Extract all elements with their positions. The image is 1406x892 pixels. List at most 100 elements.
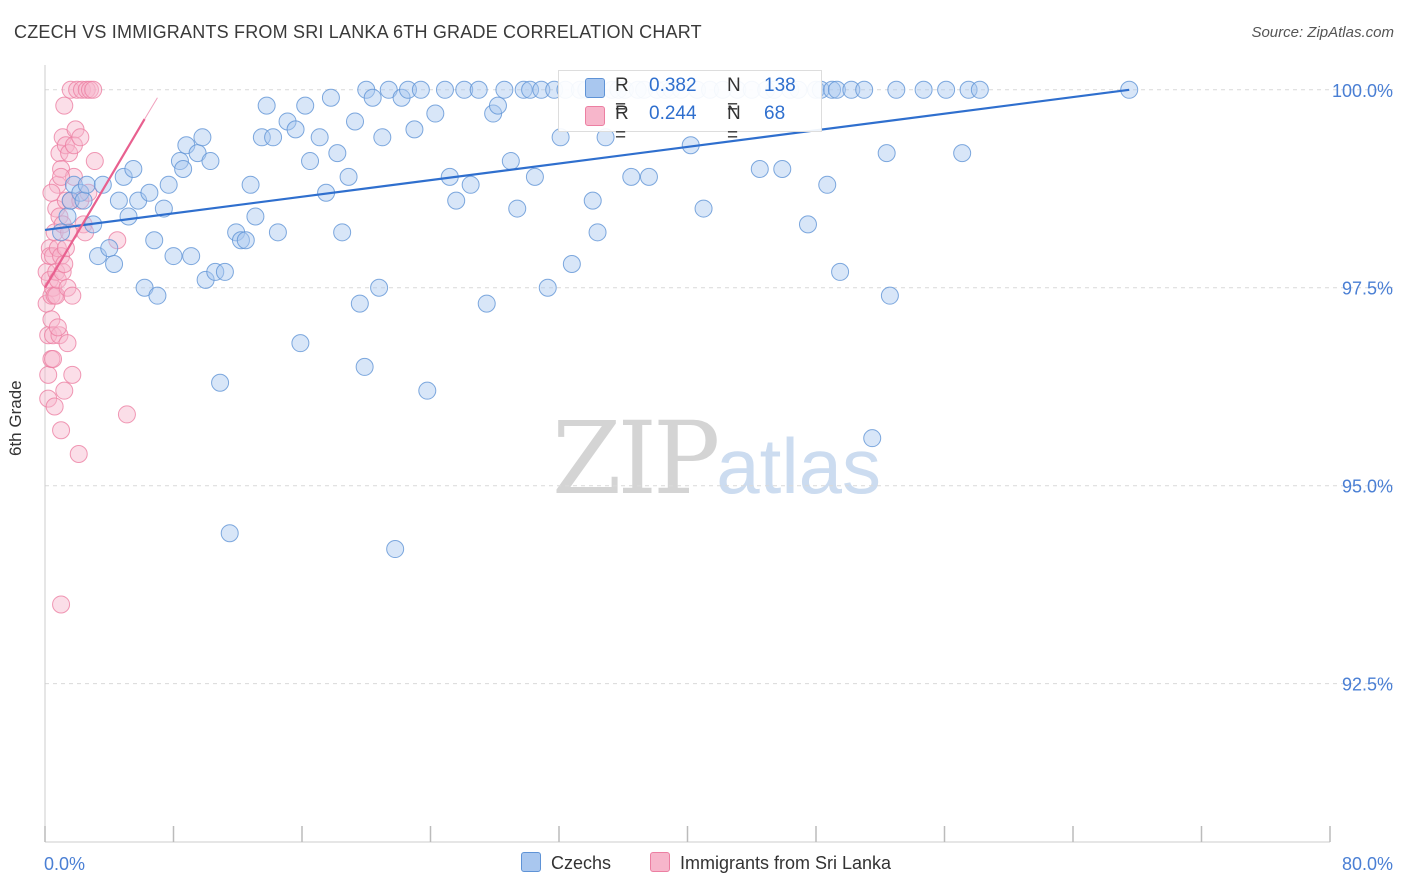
czechs-point [346, 112, 365, 131]
czechs-swatch [585, 78, 605, 98]
bottom-legend-srilanka: Immigrants from Sri Lanka [650, 852, 891, 874]
czechs-point [77, 175, 96, 194]
srilanka-point [85, 152, 104, 171]
czechs-point [418, 381, 437, 400]
czechs-point [863, 429, 882, 448]
legend-r-value: 0.382 [649, 75, 697, 96]
czechs-point [148, 286, 167, 305]
czechs-point [135, 278, 154, 297]
czechs-point [159, 175, 178, 194]
czechs-point [58, 207, 77, 226]
czechs-point [461, 175, 480, 194]
czechs-point [818, 175, 837, 194]
legend-n-label: N = [727, 75, 741, 118]
srilanka-point [55, 96, 74, 115]
bottom-legend-label: Immigrants from Sri Lanka [680, 853, 892, 873]
czechs-point [831, 262, 850, 281]
czechs-point [877, 144, 896, 163]
czechs-point [291, 334, 310, 353]
czechs-point [174, 159, 193, 178]
czechs-point [241, 175, 260, 194]
czechs-point [246, 207, 265, 226]
x-tick-labels: 0.0% 80.0% [44, 854, 1393, 874]
czechs-point [100, 239, 119, 258]
chart-title: CZECH VS IMMIGRANTS FROM SRI LANKA 6TH G… [14, 22, 702, 42]
czechs-point [220, 524, 239, 543]
czechs-point [953, 144, 972, 163]
czechs-trend-line [44, 88, 1130, 232]
srilanka-point [117, 405, 136, 424]
srilanka-swatch [650, 852, 670, 872]
czechs-point [477, 294, 496, 313]
y-tick-label: 97.5% [1342, 279, 1393, 299]
czechs-point [488, 96, 507, 115]
czechs-point [211, 373, 230, 392]
srilanka-point [58, 334, 77, 353]
czechs-point [823, 80, 842, 99]
czechs-point [386, 540, 405, 559]
srilanka-point [42, 183, 61, 202]
czechs-point [532, 80, 551, 99]
czechs-point [321, 88, 340, 107]
bottom-legend-label: Czechs [551, 853, 612, 873]
czechs-point [154, 199, 173, 218]
czechs-point [61, 191, 80, 210]
bottom-legend-czechs: Czechs [521, 852, 611, 874]
srilanka-swatch [585, 106, 605, 126]
czechs-point [827, 80, 846, 99]
czechs-point [639, 167, 658, 186]
czechs-point [268, 223, 287, 242]
czechs-point [182, 247, 201, 266]
correlation-legend: R = 0.382 N = 138 R = 0.244 N = 68 [558, 70, 822, 146]
czechs-point [124, 159, 143, 178]
czechs-point [937, 80, 956, 99]
czechs-point [501, 152, 520, 171]
czechs-point [435, 80, 454, 99]
czechs-point [399, 80, 418, 99]
czechs-point [426, 104, 445, 123]
x-tick-label: 0.0% [44, 854, 85, 874]
czechs-point [257, 96, 276, 115]
czechs-point [588, 223, 607, 242]
czechs-point [525, 167, 544, 186]
czechs-point [264, 128, 283, 147]
czechs-point [405, 120, 424, 139]
source-credit: Source: ZipAtlas.com [1251, 24, 1394, 41]
y-tick-label: 100.0% [1332, 81, 1393, 101]
srilanka-point [71, 128, 90, 147]
czechs-point [231, 231, 250, 250]
axes [44, 65, 1331, 843]
czechs-point [310, 128, 329, 147]
srilanka-point [44, 350, 63, 369]
srilanka-point [52, 159, 71, 178]
czechs-point [201, 152, 220, 171]
czechs-point [887, 80, 906, 99]
czechs-point [469, 80, 488, 99]
watermark: ZIPatlas [552, 400, 882, 517]
czechs-swatch [521, 852, 541, 872]
srilanka-point [84, 80, 103, 99]
czechs-point [339, 167, 358, 186]
czechs-point [750, 159, 769, 178]
srilanka-point [68, 80, 87, 99]
srilanka-point [56, 191, 75, 210]
srilanka-point [64, 167, 83, 186]
czechs-point [495, 80, 514, 99]
srilanka-point [69, 445, 88, 464]
srilanka-trend-extension [144, 97, 158, 120]
czechs-point [301, 152, 320, 171]
czechs-point [379, 80, 398, 99]
czechs-point [583, 191, 602, 210]
czechs-point [914, 80, 933, 99]
czechs-point [855, 80, 874, 99]
x-tick-label: 80.0% [1342, 854, 1393, 874]
czechs-point [455, 80, 474, 99]
czechs-point [350, 294, 369, 313]
czechs-point [193, 128, 212, 147]
legend-n-label: N = [727, 103, 741, 146]
legend-n-value: 68 [764, 103, 786, 124]
czechs-point [145, 231, 164, 250]
czechs-point [206, 262, 225, 281]
czechs-point [373, 128, 392, 147]
